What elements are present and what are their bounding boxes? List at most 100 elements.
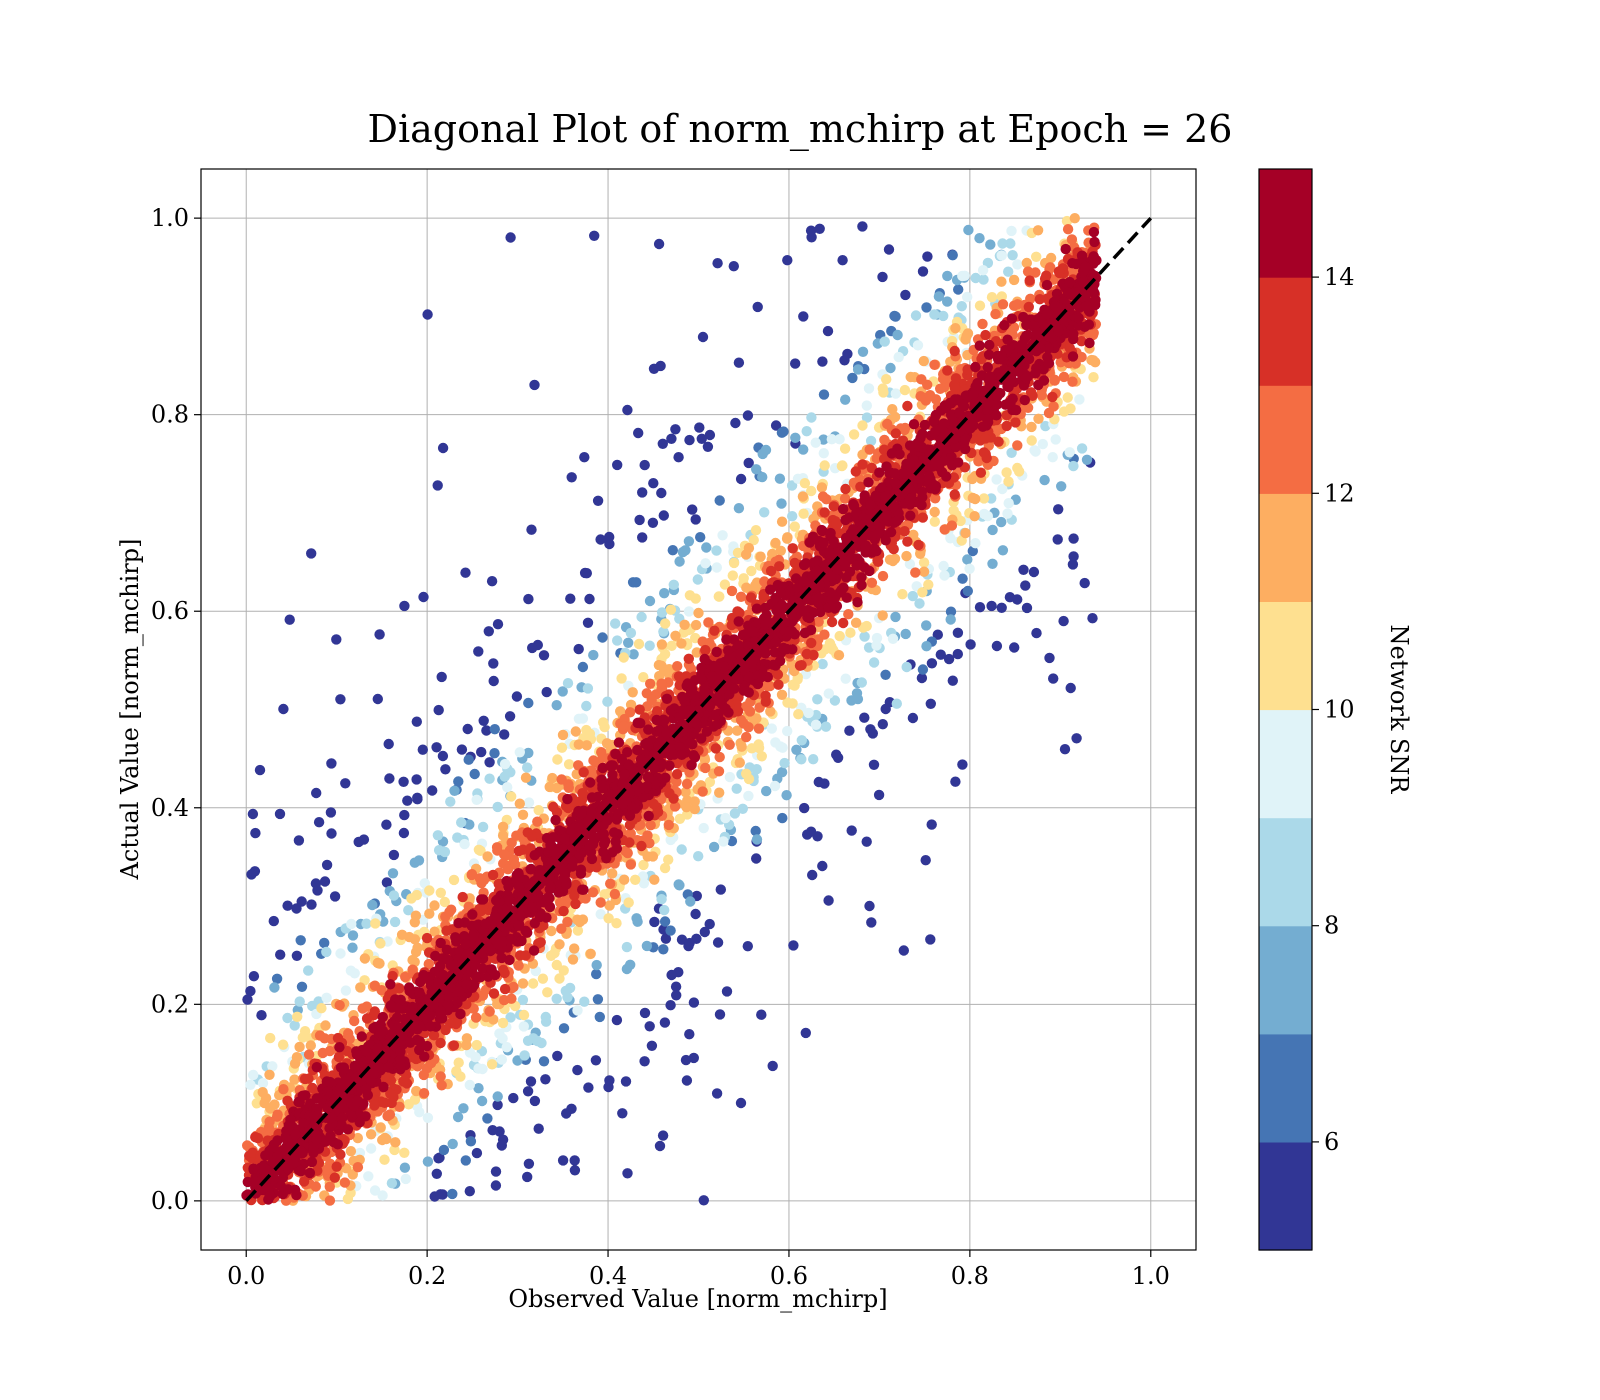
scatter-point	[851, 688, 863, 699]
scatter-point	[347, 930, 359, 941]
scatter-point	[731, 783, 742, 794]
scatter-point	[917, 266, 929, 277]
scatter-point	[925, 934, 936, 945]
scatter-point	[551, 700, 562, 711]
scatter-point	[1005, 238, 1016, 249]
scatter-point	[970, 361, 981, 373]
scatter-point	[291, 1052, 303, 1063]
scatter-point	[498, 964, 509, 976]
scatter-point	[878, 387, 889, 398]
scatter-point	[293, 835, 305, 846]
scatter-point	[850, 466, 861, 477]
scatter-point	[670, 424, 681, 435]
scatter-point	[569, 943, 580, 954]
scatter-point	[581, 740, 592, 751]
scatter-point	[489, 724, 500, 735]
scatter-point	[787, 679, 799, 690]
scatter-point	[879, 336, 890, 347]
scatter-point	[685, 896, 696, 907]
scatter-point	[265, 1032, 276, 1044]
scatter-point	[974, 340, 985, 351]
scatter-point	[837, 503, 849, 515]
scatter-point	[688, 750, 699, 761]
scatter-point	[550, 814, 561, 826]
scatter-point	[1003, 476, 1014, 487]
scatter-point	[770, 537, 781, 549]
scatter-point	[656, 894, 667, 905]
scatter-point	[427, 785, 438, 796]
scatter-point	[700, 644, 711, 656]
scatter-point	[1009, 642, 1020, 653]
scatter-point	[429, 926, 440, 937]
scatter-point	[563, 782, 574, 793]
scatter-point	[1012, 440, 1023, 451]
scatter-point	[644, 640, 655, 651]
scatter-point	[447, 1138, 458, 1150]
scatter-point	[459, 838, 470, 850]
scatter-point	[917, 664, 929, 675]
scatter-point	[552, 754, 563, 765]
scatter-point	[810, 719, 822, 730]
scatter-point	[413, 855, 425, 866]
scatter-point	[390, 1137, 401, 1148]
scatter-point	[774, 473, 786, 484]
scatter-point	[381, 819, 392, 830]
scatter-point	[412, 794, 423, 805]
scatter-point	[765, 565, 777, 577]
scatter-point	[826, 434, 837, 445]
scatter-point	[980, 329, 991, 341]
scatter-point	[527, 978, 539, 989]
scatter-point	[267, 1061, 278, 1072]
scatter-point	[913, 539, 924, 551]
scatter-point	[595, 534, 606, 545]
scatter-point	[677, 546, 689, 558]
scatter-point	[714, 1009, 726, 1020]
scatter-point	[573, 713, 585, 724]
scatter-point	[572, 1005, 583, 1016]
chart-title: Diagonal Plot of norm_mchirp at Epoch = …	[368, 107, 1233, 152]
scatter-point	[676, 638, 687, 649]
scatter-point	[625, 859, 636, 870]
scatter-point	[624, 707, 636, 718]
scatter-point	[359, 953, 371, 964]
scatter-point	[552, 1050, 563, 1062]
scatter-point	[377, 1190, 388, 1201]
scatter-point	[264, 1069, 275, 1081]
scatter-point	[733, 503, 745, 514]
scatter-point	[848, 429, 860, 440]
scatter-point	[1006, 225, 1017, 237]
scatter-point	[929, 309, 940, 320]
scatter-point	[945, 606, 957, 617]
scatter-point	[522, 1086, 534, 1097]
scatter-point	[529, 1095, 541, 1107]
scatter-point	[1003, 266, 1014, 277]
scatter-point	[646, 694, 657, 706]
scatter-point	[871, 632, 883, 644]
scatter-point	[541, 686, 552, 698]
scatter-point	[657, 1130, 669, 1141]
scatter-point	[1001, 420, 1012, 432]
scatter-point	[399, 1147, 410, 1159]
scatter-point	[857, 221, 868, 232]
scatter-point	[960, 527, 971, 539]
scatter-point	[734, 757, 745, 768]
scatter-point	[304, 1167, 316, 1179]
scatter-point	[620, 1076, 632, 1087]
scatter-point	[799, 802, 810, 814]
scatter-point	[738, 573, 749, 584]
scatter-point	[680, 1054, 692, 1066]
scatter-point	[672, 661, 683, 672]
scatter-point	[718, 836, 729, 847]
scatter-point	[962, 585, 973, 597]
scatter-point	[569, 1155, 580, 1166]
scatter-point	[866, 577, 878, 588]
scatter-point	[1012, 594, 1023, 605]
scatter-point	[846, 825, 857, 836]
scatter-point	[324, 1181, 335, 1193]
scatter-point	[511, 691, 523, 702]
scatter-point	[977, 318, 988, 330]
scatter-point	[679, 619, 690, 630]
scatter-point	[445, 796, 456, 807]
scatter-point	[377, 1011, 388, 1023]
scatter-point	[957, 759, 968, 770]
